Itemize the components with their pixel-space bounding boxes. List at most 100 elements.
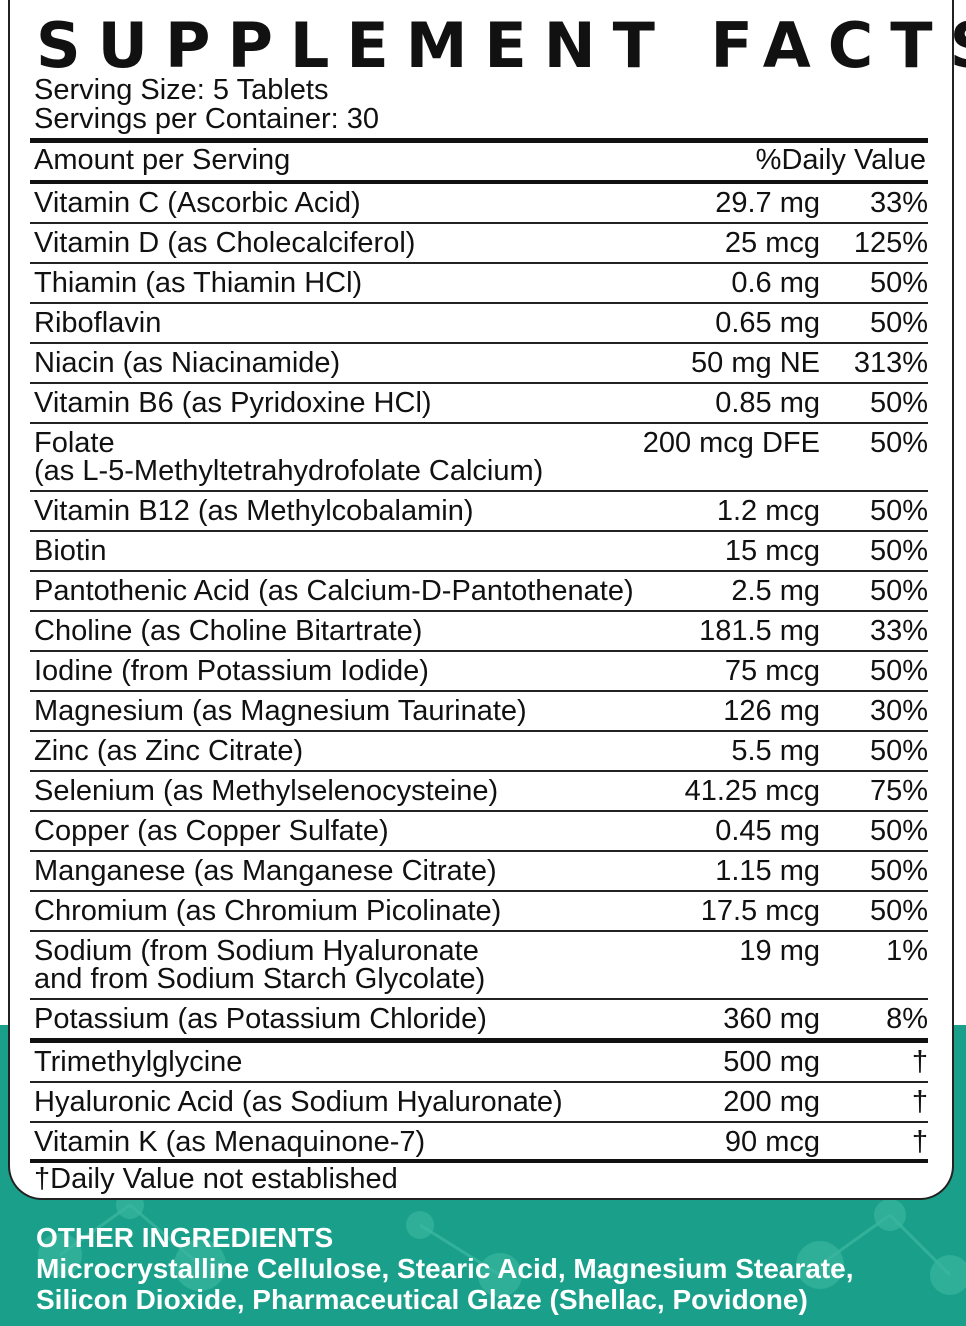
nutrient-amount: 0.65 mg bbox=[715, 307, 820, 339]
nutrient-name: Vitamin B12 (as Methylcobalamin) bbox=[34, 497, 474, 526]
nutrient-amount: 29.7 mg bbox=[715, 187, 820, 219]
nutrient-daily-value: 75% bbox=[869, 775, 928, 807]
footnote: †Daily Value not established bbox=[34, 1163, 398, 1195]
nutrient-name: Pantothenic Acid (as Calcium-D-Pantothen… bbox=[34, 575, 634, 607]
nutrient-amount: 1.15 mg bbox=[715, 855, 820, 887]
nutrient-name-line1: Folate bbox=[34, 427, 115, 459]
nutrient-daily-value: 50% bbox=[869, 427, 928, 459]
nutrient-name: Sodium (from Sodium Hyaluronate and from … bbox=[34, 935, 486, 995]
nutrient-row: Potassium (as Potassium Chloride) 360 mg 8… bbox=[30, 1000, 928, 1040]
nutrient-daily-value: 313% bbox=[853, 347, 928, 379]
nutrient-row: Choline (as Choline Bitartrate) 181.5 mg 3… bbox=[30, 612, 928, 652]
nutrient-amount: 2.5 mg bbox=[731, 575, 820, 607]
nutrient-daily-value: 33% bbox=[869, 615, 928, 647]
nutrient-name-line2: and from Sodium Starch Glycolate) bbox=[34, 963, 486, 995]
servings-per-container: Servings per Container: 30 bbox=[34, 103, 379, 135]
nutrient-name-line1: Manganese (as Manganese Citrate) bbox=[34, 855, 497, 887]
nutrient-amount: 360 mg bbox=[723, 1003, 820, 1035]
other-row: Trimethylglycine 500 mg † bbox=[30, 1043, 928, 1083]
nutrient-row: Zinc (as Zinc Citrate) 5.5 mg 50% bbox=[30, 732, 928, 772]
nutrient-daily-value: 50% bbox=[869, 495, 928, 527]
nutrient-name-line2: (as L-5-Methyltetrahydrofolate Calcium) bbox=[34, 455, 544, 487]
nutrient-name-line1: Riboflavin bbox=[34, 307, 162, 339]
nutrient-name: Manganese (as Manganese Citrate) bbox=[34, 855, 497, 887]
other-row: Hyaluronic Acid (as Sodium Hyaluronate) 2… bbox=[30, 1083, 928, 1123]
nutrient-name: Zinc (as Zinc Citrate) bbox=[34, 737, 303, 766]
nutrient-amount: 5.5 mg bbox=[731, 735, 820, 767]
nutrient-name: Selenium (as Methylselenocysteine) bbox=[34, 775, 499, 807]
nutrient-amount: 15 mcg bbox=[724, 535, 820, 567]
nutrient-daily-value: 50% bbox=[869, 815, 928, 847]
nutrient-amount: 41.25 mcg bbox=[684, 775, 820, 807]
nutrient-amount: 0.6 mg bbox=[731, 267, 820, 299]
nutrient-daily-value: 50% bbox=[869, 855, 928, 887]
nutrient-daily-value: 50% bbox=[869, 735, 928, 767]
nutrient-name-line1: Hyaluronic Acid (as Sodium Hyaluronate) bbox=[34, 1086, 563, 1118]
nutrient-daily-value: 33% bbox=[869, 187, 928, 219]
other-row: Vitamin K (as Menaquinone-7) 90 mcg † bbox=[30, 1123, 928, 1163]
panel-title: SUPPLEMENT FACTS bbox=[36, 9, 966, 82]
nutrient-name-line1: Pantothenic Acid (as Calcium-D-Pantothen… bbox=[34, 575, 634, 607]
nutrient-name: Vitamin D (as Cholecalciferol) bbox=[34, 227, 416, 259]
nutrient-name-line1: Vitamin B6 (as Pyridoxine HCl) bbox=[34, 387, 432, 419]
nutrient-daily-value: 50% bbox=[869, 575, 928, 607]
nutrient-name-line1: Thiamin (as Thiamin HCl) bbox=[34, 267, 363, 299]
nutrient-daily-value: 8% bbox=[886, 1003, 928, 1035]
nutrient-amount: 75 mcg bbox=[724, 655, 820, 687]
other-ingredients-line2: Silicon Dioxide, Pharmaceutical Glaze (S… bbox=[36, 1284, 808, 1315]
nutrient-name-line1: Potassium (as Potassium Chloride) bbox=[34, 1003, 487, 1035]
nutrient-name: Magnesium (as Magnesium Taurinate) bbox=[34, 695, 527, 727]
nutrient-name-line1: Iodine (from Potassium Iodide) bbox=[34, 655, 429, 687]
nutrient-name-line1: Selenium (as Methylselenocysteine) bbox=[34, 775, 499, 807]
nutrient-daily-value: 50% bbox=[869, 655, 928, 687]
nutrient-daily-value: † bbox=[911, 1046, 928, 1078]
nutrient-row: Folate (as L-5-Methyltetrahydrofolate Cal… bbox=[30, 424, 928, 492]
nutrient-name: Chromium (as Chromium Picolinate) bbox=[34, 895, 502, 927]
nutrient-name-line1: Chromium (as Chromium Picolinate) bbox=[34, 895, 502, 927]
nutrient-row: Iodine (from Potassium Iodide) 75 mcg 50% bbox=[30, 652, 928, 692]
thick-rule-top bbox=[30, 138, 928, 143]
nutrient-name: Folate (as L-5-Methyltetrahydrofolate Cal… bbox=[34, 427, 544, 487]
supplement-facts-panel bbox=[8, 0, 954, 1200]
nutrient-amount: 17.5 mcg bbox=[700, 895, 820, 927]
nutrient-row: Riboflavin 0.65 mg 50% bbox=[30, 304, 928, 344]
nutrient-daily-value: 50% bbox=[869, 267, 928, 299]
nutrient-name: Trimethylglycine bbox=[34, 1048, 242, 1077]
nutrient-amount: 0.85 mg bbox=[715, 387, 820, 419]
daily-value-label: %Daily Value bbox=[755, 144, 926, 176]
nutrient-amount: 19 mg bbox=[739, 935, 820, 967]
nutrient-amount: 500 mg bbox=[723, 1046, 820, 1078]
nutrient-name-line1: Copper (as Copper Sulfate) bbox=[34, 815, 389, 847]
nutrient-row: Vitamin B12 (as Methylcobalamin) 1.2 mcg 5… bbox=[30, 492, 928, 532]
nutrient-amount: 126 mg bbox=[723, 695, 820, 727]
nutrient-row: Copper (as Copper Sulfate) 0.45 mg 50% bbox=[30, 812, 928, 852]
nutrient-name: Vitamin K (as Menaquinone-7) bbox=[34, 1126, 426, 1158]
nutrient-daily-value: 1% bbox=[886, 935, 928, 967]
nutrient-row: Thiamin (as Thiamin HCl) 0.6 mg 50% bbox=[30, 264, 928, 304]
nutrient-row: Magnesium (as Magnesium Taurinate) 126 mg… bbox=[30, 692, 928, 732]
nutrient-name: Niacin (as Niacinamide) bbox=[34, 347, 341, 379]
nutrient-row: Vitamin C (Ascorbic Acid) 29.7 mg 33% bbox=[30, 184, 928, 224]
nutrient-name: Hyaluronic Acid (as Sodium Hyaluronate) bbox=[34, 1086, 563, 1118]
other-ingredients: OTHER INGREDIENTS Microcrystalline Cellu… bbox=[36, 1222, 853, 1315]
serving-size: Serving Size: 5 Tablets bbox=[34, 74, 329, 106]
nutrient-name-line1: Vitamin K (as Menaquinone-7) bbox=[34, 1126, 426, 1158]
nutrient-name: Thiamin (as Thiamin HCl) bbox=[34, 267, 363, 299]
nutrient-name-line1: Magnesium (as Magnesium Taurinate) bbox=[34, 695, 527, 727]
nutrient-name-line1: Vitamin D (as Cholecalciferol) bbox=[34, 227, 416, 259]
nutrient-row: Niacin (as Niacinamide) 50 mg NE 313% bbox=[30, 344, 928, 384]
nutrient-name-line1: Biotin bbox=[34, 535, 107, 567]
nutrient-amount: 50 mg NE bbox=[691, 347, 820, 379]
thick-rule-divider bbox=[30, 1038, 928, 1043]
nutrient-amount: 200 mg bbox=[723, 1086, 820, 1118]
nutrient-name: Choline (as Choline Bitartrate) bbox=[34, 617, 422, 646]
nutrient-amount: 90 mcg bbox=[724, 1126, 820, 1158]
nutrient-row: Vitamin B6 (as Pyridoxine HCl) 0.85 mg 50% bbox=[30, 384, 928, 424]
nutrient-daily-value: 125% bbox=[853, 227, 928, 259]
nutrient-row: Vitamin D (as Cholecalciferol) 25 mcg 125% bbox=[30, 224, 928, 264]
nutrient-name-line1: Niacin (as Niacinamide) bbox=[34, 347, 341, 379]
nutrient-name: Vitamin C (Ascorbic Acid) bbox=[34, 189, 361, 218]
nutrient-name-line1: Sodium (from Sodium Hyaluronate bbox=[34, 935, 479, 967]
nutrient-daily-value: † bbox=[911, 1086, 928, 1118]
table-header: Amount per Serving %Daily Value bbox=[34, 142, 926, 178]
